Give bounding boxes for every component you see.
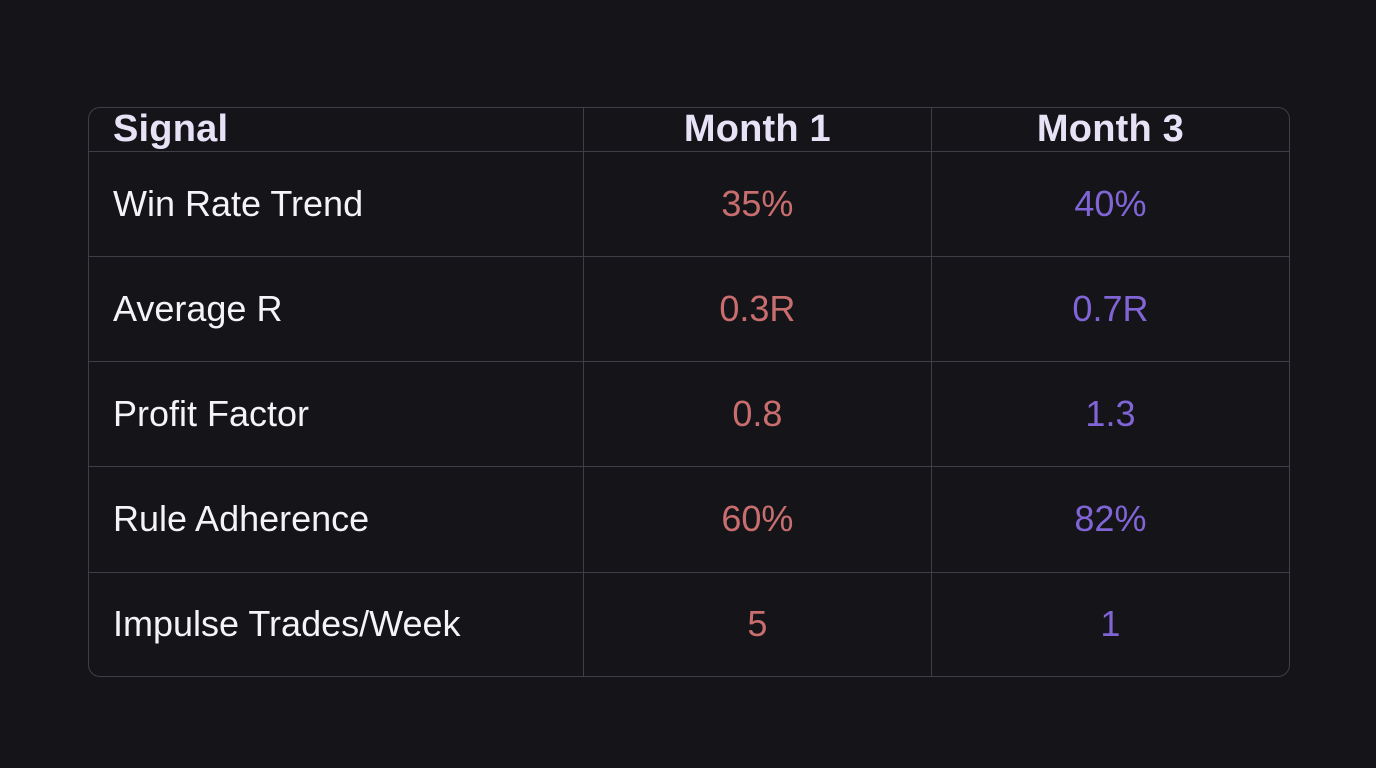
table-row: Rule Adherence 60% 82% (89, 466, 1289, 573)
row-label-impulse-trades-week: Impulse Trades/Week (89, 572, 584, 676)
table-header-row: Signal Month 1 Month 3 (89, 108, 1289, 152)
row-label-rule-adherence: Rule Adherence (89, 466, 584, 573)
row-label-average-r: Average R (89, 256, 584, 363)
impulse-trades-week-month3-value: 1 (1100, 603, 1121, 645)
column-header-month1: Month 1 (583, 108, 932, 152)
table-row: Profit Factor 0.8 1.3 (89, 361, 1289, 468)
row-label-win-rate-trend: Win Rate Trend (89, 151, 584, 258)
profit-factor-month1-value: 0.8 (583, 361, 932, 468)
row-label-profit-factor: Profit Factor (89, 361, 584, 468)
table-row: Win Rate Trend 35% 40% (89, 151, 1289, 258)
signal-table: Signal Month 1 Month 3 Win Rate Trend 35… (89, 108, 1289, 676)
rule-adherence-month1-value: 60% (583, 466, 932, 573)
win-rate-trend-month3-value: 40% (931, 151, 1289, 258)
table-row: Average R 0.3R 0.7R (89, 256, 1289, 363)
average-r-month1-value: 0.3R (583, 256, 932, 363)
win-rate-trend-month1-value: 35% (583, 151, 932, 258)
average-r-month3-value: 0.7R (931, 256, 1289, 363)
table-row: Impulse Trades/Week 5 1 (89, 572, 1289, 676)
rule-adherence-month3-value: 82% (931, 466, 1289, 573)
column-header-signal: Signal (89, 108, 584, 152)
profit-factor-month3-value: 1.3 (931, 361, 1289, 468)
signal-comparison-table: Signal Month 1 Month 3 Win Rate Trend 35… (88, 107, 1290, 677)
column-header-month3: Month 3 (931, 108, 1289, 152)
impulse-trades-week-month1-value: 5 (583, 572, 932, 676)
